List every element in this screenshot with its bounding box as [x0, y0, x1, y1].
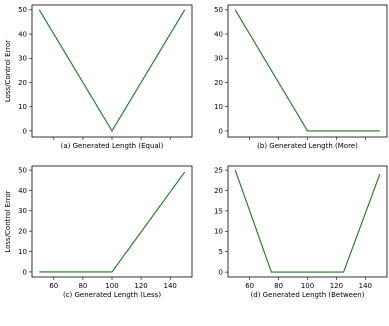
y-tick-label: 5: [219, 248, 223, 256]
x-tick-label: 80: [78, 282, 87, 290]
y-tick-label: 40: [214, 30, 223, 38]
x-tick-label: 120: [134, 282, 147, 290]
y-tick-label: 40: [18, 187, 27, 195]
series-line: [234, 9, 380, 132]
y-tick-label: 0: [23, 268, 27, 276]
x-tick-label: 80: [274, 282, 283, 290]
y-tick-label: 25: [214, 166, 223, 174]
y-tick-label: 10: [214, 228, 223, 236]
y-tick-label: 40: [18, 30, 27, 38]
subplot-a: 0 10 20 30 40 50 (a) Generated Length (Equal) L…: [4, 4, 193, 150]
y-tick-label: 10: [18, 103, 27, 111]
subplot-caption: (b) Generated Length (More): [257, 142, 358, 150]
subplot-c: 0 10 20 30 40 50 60 80 100 120 140(c) Generated Le…: [4, 165, 193, 299]
y-axis-label: Loss/Control Error: [4, 40, 12, 102]
x-tick-label: 140: [163, 282, 176, 290]
y-tick-label: 50: [214, 6, 223, 14]
y-tick-label: 0: [23, 127, 27, 135]
x-tick-label: 60: [245, 282, 254, 290]
y-axis-label: Loss/Control Error: [4, 190, 12, 252]
subplot-caption: (c) Generated Length (Less): [63, 291, 161, 299]
axes-frame: [31, 4, 193, 138]
subplot-caption: (a) Generated Length (Equal): [61, 142, 164, 150]
series-line: [234, 169, 381, 273]
y-tick-label: 20: [214, 187, 223, 195]
x-tick-label: 60: [49, 282, 58, 290]
y-tick-label: 50: [18, 166, 27, 174]
subplot-caption: (d) Generated Length (Between): [251, 291, 365, 299]
series-line: [38, 9, 186, 132]
y-tick-label: 30: [18, 55, 27, 63]
y-tick-label: 10: [214, 103, 223, 111]
y-tick-label: 50: [18, 6, 27, 14]
y-tick-label: 30: [214, 55, 223, 63]
axes-frame: [227, 165, 388, 278]
subplot-b: 0 10 20 30 40 50 (b) Generated Length (More): [214, 4, 388, 150]
x-tick-label: 140: [359, 282, 372, 290]
y-tick-label: 0: [219, 269, 223, 277]
y-tick-label: 20: [214, 79, 223, 87]
axes-frame: [31, 165, 193, 278]
series-line: [39, 171, 186, 273]
x-tick-label: 120: [330, 282, 343, 290]
y-tick-label: 20: [18, 228, 27, 236]
subplot-d: 0 5 10 15 20 25 60 80 100 120 140(d) Generated Len…: [214, 165, 388, 299]
y-tick-label: 0: [219, 127, 223, 135]
y-tick-label: 30: [18, 207, 27, 215]
x-tick-label: 100: [301, 282, 314, 290]
y-tick-label: 20: [18, 79, 27, 87]
y-tick-label: 10: [18, 248, 27, 256]
x-tick-label: 100: [105, 282, 118, 290]
axes-frame: [227, 4, 388, 138]
y-tick-label: 15: [214, 207, 223, 215]
